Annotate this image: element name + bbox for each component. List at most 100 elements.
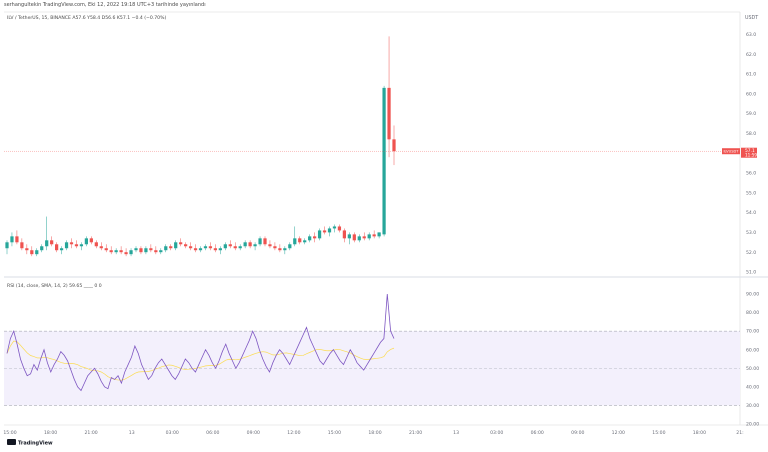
candle-body <box>263 238 267 245</box>
time-axis-tick: 21:00 <box>409 430 422 436</box>
candle <box>30 246 34 257</box>
candle <box>377 232 381 239</box>
candle-body <box>139 248 143 253</box>
candle <box>382 85 386 237</box>
last-price-badge <box>741 147 757 158</box>
candle-body <box>119 250 123 253</box>
candle-body <box>233 246 237 249</box>
candle-body <box>238 246 242 249</box>
price-badge: ILVUSDT 57.1 11:59 <box>722 147 757 158</box>
candle <box>258 236 262 247</box>
candle <box>332 224 337 233</box>
price-axis-tick: 56.0 <box>746 171 756 177</box>
tradingview-logo: TradingView <box>7 439 53 447</box>
candle <box>45 216 49 251</box>
candle-body <box>109 250 113 253</box>
rsi-axis-tick: 30.00 <box>746 403 759 409</box>
candle-body <box>342 230 346 239</box>
time-axis-tick: 09:00 <box>571 430 584 436</box>
candle-body <box>159 250 163 253</box>
candle-body <box>55 244 59 251</box>
rsi-axis-tick: 20.00 <box>746 422 759 428</box>
candle-body <box>213 248 217 251</box>
candle <box>298 236 302 245</box>
candle <box>154 246 158 255</box>
candle-body <box>40 246 44 251</box>
rsi-axis-tick: 50.00 <box>746 366 759 372</box>
time-axis-tick: 18:00 <box>693 430 706 436</box>
candle-body <box>184 244 188 247</box>
candle <box>149 244 153 253</box>
candle-body <box>208 246 213 249</box>
candle <box>20 238 24 251</box>
candle-body <box>352 234 356 241</box>
candle-body <box>332 226 337 229</box>
candle <box>40 244 44 253</box>
candle-body <box>99 246 103 249</box>
candle-body <box>79 244 84 247</box>
candle-body <box>357 236 361 241</box>
candle-body <box>372 234 376 237</box>
candle-body <box>322 230 327 233</box>
candle-body <box>392 139 396 152</box>
candle-body <box>154 250 158 253</box>
candle-body <box>303 240 307 243</box>
rsi-legend[interactable]: RSI (14, close, SMA, 14, 2) 59.65 ____ 0… <box>7 283 102 289</box>
rsi-axis-tick: 90.00 <box>746 292 759 298</box>
candle <box>283 246 287 255</box>
candle-body <box>144 248 148 253</box>
time-axis-tick: 15:00 <box>652 430 665 436</box>
candle-body <box>218 248 222 251</box>
candle <box>198 246 203 253</box>
price-axis-tick: 59.0 <box>746 111 756 117</box>
price-axis-tick: 62.0 <box>746 52 756 58</box>
candle <box>362 232 366 241</box>
candle-body <box>298 238 302 243</box>
price-axis-tick: 60.0 <box>746 91 756 97</box>
candle <box>233 242 237 251</box>
time-axis-tick: 06:00 <box>531 430 544 436</box>
candle <box>223 242 227 251</box>
candle-body <box>15 236 19 243</box>
candle <box>243 240 247 249</box>
symbol-legend[interactable]: ILV / TetherUS, 15, BINANCE А57.6 Y58.4 … <box>7 15 166 21</box>
candle-body <box>308 236 312 241</box>
candle <box>25 244 29 255</box>
rsi-axis-tick: 60.00 <box>746 347 759 353</box>
candle <box>89 236 93 245</box>
rsi-axis-tick: 40.00 <box>746 385 759 391</box>
candle-body <box>347 234 351 239</box>
candle <box>308 234 312 243</box>
candle <box>322 226 327 235</box>
candle <box>109 246 113 255</box>
candle-body <box>198 248 203 251</box>
price-axis-tick: 63.0 <box>746 32 756 38</box>
candle <box>218 246 222 255</box>
candle <box>263 236 267 247</box>
candle-body <box>45 240 49 247</box>
candle <box>164 244 168 253</box>
candle-body <box>35 250 39 255</box>
candle <box>288 242 292 251</box>
candle-body <box>243 242 247 247</box>
candle-body <box>134 248 138 251</box>
candle-body <box>74 244 79 247</box>
candle-body <box>327 228 332 233</box>
candle <box>317 228 322 241</box>
tradingview-logo-mark <box>7 439 16 445</box>
candle-body <box>313 236 317 239</box>
candle <box>55 242 59 253</box>
candle <box>104 244 108 253</box>
candle <box>188 242 193 251</box>
price-axis-tick: 52.0 <box>746 250 756 256</box>
candle-body <box>268 244 272 247</box>
candle <box>69 238 74 249</box>
candle-body <box>188 246 193 249</box>
candle-body <box>253 244 257 247</box>
candle-body <box>89 238 93 243</box>
candle <box>367 232 371 241</box>
candle <box>114 248 118 255</box>
candle <box>352 232 356 243</box>
